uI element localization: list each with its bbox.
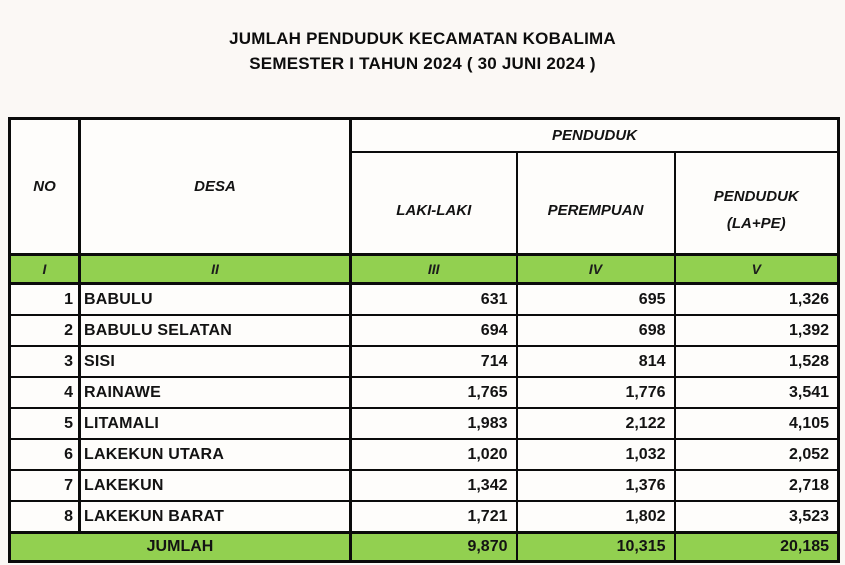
cell-laki-laki: 631 bbox=[349, 282, 518, 316]
header-row-group: NO DESA PENDUDUK bbox=[8, 117, 840, 256]
cell-total: 1,528 bbox=[673, 345, 840, 378]
cell-total: 2,718 bbox=[673, 469, 840, 502]
table-row: 7 LAKEKUN 1,342 1,376 2,718 bbox=[8, 469, 840, 502]
cell-laki-laki: 1,342 bbox=[349, 469, 518, 502]
cell-no: 1 bbox=[8, 282, 81, 316]
population-table: NO DESA PENDUDUK LAKI-LAKI PEREMPUAN PEN… bbox=[8, 117, 841, 563]
header-penduduk-total-line1: PENDUDUK bbox=[713, 188, 799, 205]
cell-perempuan: 1,032 bbox=[515, 438, 676, 471]
footer-total: 20,185 bbox=[673, 531, 840, 563]
cell-perempuan: 1,376 bbox=[515, 469, 676, 502]
cell-desa: RAINAWE bbox=[78, 376, 352, 409]
cell-laki-laki: 694 bbox=[349, 314, 518, 347]
cell-no: 6 bbox=[8, 438, 81, 471]
footer-label: JUMLAH bbox=[8, 531, 352, 563]
cell-no: 3 bbox=[8, 345, 81, 378]
cell-total: 3,541 bbox=[673, 376, 840, 409]
header-desa: DESA bbox=[78, 117, 352, 256]
cell-total: 1,326 bbox=[673, 282, 840, 316]
cell-total: 3,523 bbox=[673, 500, 840, 534]
column-index-v: V bbox=[673, 253, 840, 285]
header-row-sub: LAKI-LAKI PEREMPUAN PENDUDUK (LA+PE) bbox=[10, 151, 840, 256]
table-row: 6 LAKEKUN UTARA 1,020 1,032 2,052 bbox=[8, 438, 840, 471]
cell-perempuan: 1,802 bbox=[515, 500, 676, 534]
header-laki-laki: LAKI-LAKI bbox=[349, 151, 518, 256]
cell-laki-laki: 1,983 bbox=[349, 407, 518, 440]
cell-total: 2,052 bbox=[673, 438, 840, 471]
column-index-iv: IV bbox=[515, 253, 676, 285]
cell-no: 7 bbox=[8, 469, 81, 502]
cell-desa: BABULU SELATAN bbox=[78, 314, 352, 347]
cell-desa: BABULU bbox=[78, 282, 352, 316]
cell-no: 5 bbox=[8, 407, 81, 440]
cell-no: 4 bbox=[8, 376, 81, 409]
cell-laki-laki: 714 bbox=[349, 345, 518, 378]
header-no: NO bbox=[8, 117, 81, 256]
cell-laki-laki: 1,765 bbox=[349, 376, 518, 409]
table-row: 4 RAINAWE 1,765 1,776 3,541 bbox=[8, 376, 840, 409]
cell-desa: LAKEKUN UTARA bbox=[78, 438, 352, 471]
cell-desa: LITAMALI bbox=[78, 407, 352, 440]
cell-desa: SISI bbox=[78, 345, 352, 378]
cell-perempuan: 814 bbox=[515, 345, 676, 378]
cell-desa: LAKEKUN bbox=[78, 469, 352, 502]
cell-perempuan: 2,122 bbox=[515, 407, 676, 440]
cell-desa: LAKEKUN BARAT bbox=[78, 500, 352, 534]
page-title-line1: JUMLAH PENDUDUK KECAMATAN KOBALIMA bbox=[229, 29, 616, 48]
cell-no: 8 bbox=[8, 500, 81, 534]
page-title: JUMLAH PENDUDUK KECAMATAN KOBALIMA SEMES… bbox=[0, 26, 845, 76]
footer-laki-laki: 9,870 bbox=[349, 531, 518, 563]
footer-row: JUMLAH 9,870 10,315 20,185 bbox=[8, 531, 840, 563]
table-row: 3 SISI 714 814 1,528 bbox=[8, 345, 840, 378]
page-title-line2: SEMESTER I TAHUN 2024 ( 30 JUNI 2024 ) bbox=[249, 54, 596, 73]
header-penduduk-total: PENDUDUK (LA+PE) bbox=[673, 151, 840, 256]
table-row: 1 BABULU 631 695 1,326 bbox=[8, 282, 840, 316]
footer-perempuan: 10,315 bbox=[515, 531, 676, 563]
cell-perempuan: 1,776 bbox=[515, 376, 676, 409]
cell-laki-laki: 1,721 bbox=[349, 500, 518, 534]
table-row: 8 LAKEKUN BARAT 1,721 1,802 3,523 bbox=[8, 500, 840, 534]
column-index-iii: III bbox=[349, 253, 518, 285]
column-index-ii: II bbox=[78, 253, 352, 285]
header-penduduk-total-line2: (LA+PE) bbox=[726, 215, 786, 232]
column-index-i: I bbox=[8, 253, 81, 285]
cell-perempuan: 695 bbox=[515, 282, 676, 316]
cell-laki-laki: 1,020 bbox=[349, 438, 518, 471]
cell-total: 1,392 bbox=[673, 314, 840, 347]
cell-perempuan: 698 bbox=[515, 314, 676, 347]
header-perempuan: PEREMPUAN bbox=[515, 151, 676, 256]
table-row: 2 BABULU SELATAN 694 698 1,392 bbox=[8, 314, 840, 347]
table-row: 5 LITAMALI 1,983 2,122 4,105 bbox=[8, 407, 840, 440]
cell-total: 4,105 bbox=[673, 407, 840, 440]
column-index-row: I II III IV V bbox=[8, 253, 840, 285]
header-penduduk-group: PENDUDUK bbox=[348, 117, 840, 153]
cell-no: 2 bbox=[8, 314, 81, 347]
